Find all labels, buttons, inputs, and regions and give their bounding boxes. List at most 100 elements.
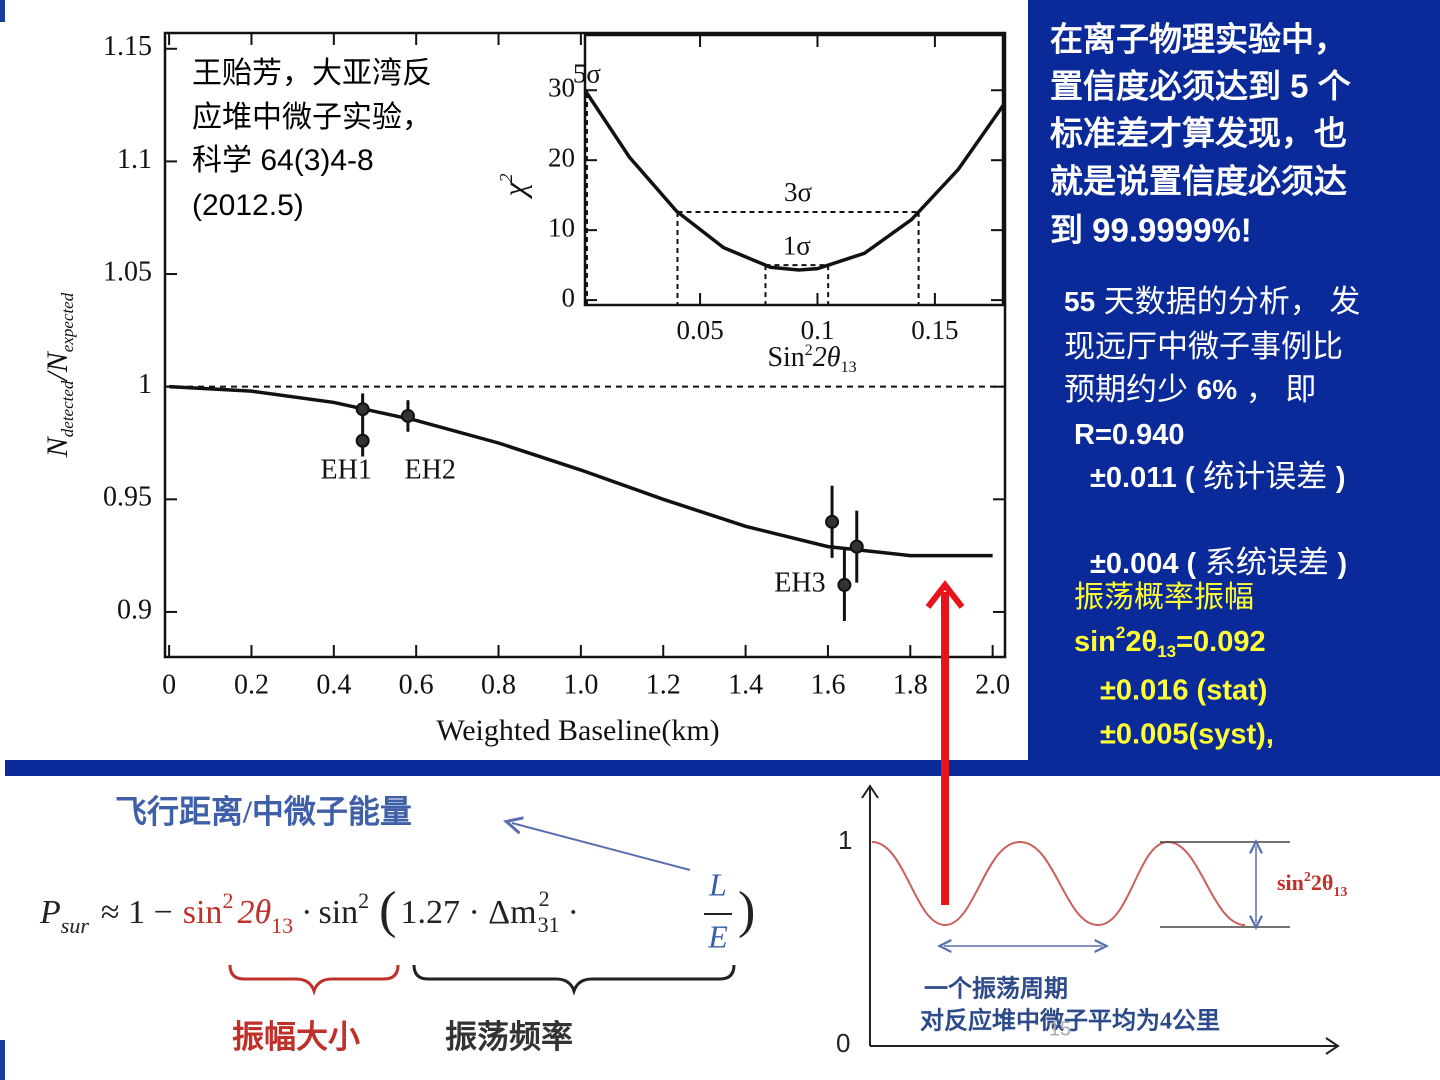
x-tick-label: 0.1 <box>801 315 835 345</box>
info-panel <box>1028 0 1440 776</box>
formula-note: 飞行距离/中微子能量 <box>115 793 412 829</box>
brace <box>412 964 736 996</box>
text-run: 13 <box>841 359 857 376</box>
body-run: 55 <box>1064 286 1095 317</box>
text-run: · <box>301 894 312 931</box>
body-line: 55 天数据的分析， 发 <box>1064 284 1360 319</box>
text-run: 2θ <box>813 342 841 373</box>
body-run: 系统误差 <box>1196 545 1337 580</box>
x-tick-label: 0 <box>162 669 176 700</box>
edge-mark <box>0 1040 5 1080</box>
note-arrow <box>512 823 691 871</box>
y-tick-label: 1.05 <box>103 256 152 287</box>
text-run: ( <box>379 882 396 939</box>
body-run: 现远厅中微子事例比 <box>1064 329 1343 364</box>
body-run: 预期约少 <box>1064 372 1197 407</box>
amp-label: 振幅大小 <box>232 1018 360 1054</box>
y-tick-label: 1.15 <box>103 31 152 62</box>
heading-line: 置信度必须达到 5 个 <box>1050 68 1351 105</box>
formula-text: Psur ≈ 1 − sin2 2θ13 · sin2(1.27 · Δm2 31 · <box>39 882 579 939</box>
y-tick-label: 10 <box>548 212 575 242</box>
text-run: sin <box>1277 870 1304 895</box>
period-label: 对反应堆中微子平均为4公里 <box>920 1007 1220 1035</box>
result-value: sin22θ13=0.092 <box>1074 623 1266 661</box>
panel-result: 振荡概率振幅 sin22θ13=0.092 ±0.016 (stat) ±0.0… <box>1074 581 1274 751</box>
level-label: 3σ <box>784 177 813 207</box>
text-run: 2 <box>222 888 233 913</box>
curve <box>583 89 1005 272</box>
body-run: ±0.011 ( <box>1090 462 1195 494</box>
body-run: ) <box>1337 548 1347 580</box>
text-run: P <box>39 894 61 931</box>
text-run: sin <box>1074 626 1116 658</box>
body-run: ) <box>1336 462 1346 494</box>
text-run: 2 <box>805 342 813 359</box>
data-point <box>825 514 840 529</box>
x-tick-label: 0.4 <box>316 669 351 700</box>
period-label: 一个振荡周期 <box>924 976 1068 1003</box>
oscillation-curve <box>871 840 1246 927</box>
annotation: EH3 <box>774 567 825 598</box>
body-run: 天数据的分析， 发 <box>1095 284 1360 319</box>
heading-line: 到 99.9999%! <box>1050 212 1252 249</box>
text-run: N <box>41 435 74 458</box>
text-run: 2 <box>539 886 550 911</box>
axis-arrow <box>1325 1037 1340 1055</box>
y-tick-label: 1 <box>138 369 152 400</box>
result-title: 振荡概率振幅 <box>1074 581 1254 614</box>
axis-arrow <box>861 784 879 799</box>
text-run: 13 <box>1333 885 1347 900</box>
body-run: ， 即 <box>1237 372 1316 407</box>
x-tick-label: 0.05 <box>676 315 723 345</box>
brace <box>228 964 400 996</box>
body-line: ±0.011 ( 统计误差 ) <box>1090 459 1346 494</box>
y-axis-label: Ndetected/Nexpected <box>41 292 78 458</box>
body-line: ±0.004 ( 系统误差 ) <box>1090 545 1347 580</box>
body-line: 现远厅中微子事例比 <box>1064 329 1343 364</box>
text-run: 2 <box>1304 870 1311 885</box>
text-run: =0.092 <box>1176 626 1266 658</box>
formula-close: ) <box>738 882 755 939</box>
charts: 0.9 0.95 1 1.05 1.1 1.15 0 0.2 0.4 0.6 0.8 1.0 1.2 1.… <box>41 31 1010 747</box>
x-tick-label: 0.2 <box>234 669 269 700</box>
heading-line: 就是说置信度必须达 <box>1050 163 1347 200</box>
citation-line: 王贻芳，大亚湾反 <box>192 57 432 90</box>
body-run: 6% <box>1197 374 1238 405</box>
data-point <box>837 577 852 592</box>
body-run: 统计误差 <box>1195 459 1336 494</box>
text-run: 2θ <box>237 894 271 931</box>
level-label: 1σ <box>783 230 812 260</box>
text-run: ≈ 1 − <box>101 894 173 931</box>
plot-frame <box>583 33 1005 307</box>
y-tick-label: 1.1 <box>117 144 152 175</box>
data-point <box>355 433 370 448</box>
formula-den: E <box>707 918 728 954</box>
text-run: 13 <box>1157 642 1176 661</box>
red-arrow-head <box>925 580 965 609</box>
x-tick-label: 0.6 <box>399 669 434 700</box>
x-tick-label: 1.2 <box>646 669 681 700</box>
y-tick-label: 30 <box>548 72 575 102</box>
x-tick-label: 2.0 <box>975 669 1010 700</box>
text-run: 31 <box>538 912 560 937</box>
formula: 飞行距离/中微子能量 Psur ≈ 1 − sin2 2θ13 · sin2(1.27 ·… <box>39 793 755 1054</box>
text-run: 1.27 · Δm <box>400 894 536 931</box>
formula-num: L <box>708 866 727 902</box>
heading-line: 标准差才算发现，也 <box>1050 115 1347 152</box>
text-run: 13 <box>271 913 293 938</box>
result-stat: ±0.016 (stat) <box>1100 675 1267 707</box>
data-point <box>400 408 415 423</box>
x-tick-label: 1.4 <box>728 669 763 700</box>
x-tick-label: 1.6 <box>810 669 845 700</box>
x-tick-label: 0.8 <box>481 669 516 700</box>
x-axis-label: Weighted Baseline(km) <box>436 714 719 747</box>
body-run: ±0.004 ( <box>1090 548 1197 580</box>
annotation: EH2 <box>405 455 456 486</box>
page-number: 15 <box>1049 1018 1071 1040</box>
text-run: χ <box>496 182 532 200</box>
x-axis-label: Sin22θ13 <box>767 342 856 376</box>
text-run: sur <box>61 913 90 938</box>
text-run: expected <box>58 292 77 352</box>
